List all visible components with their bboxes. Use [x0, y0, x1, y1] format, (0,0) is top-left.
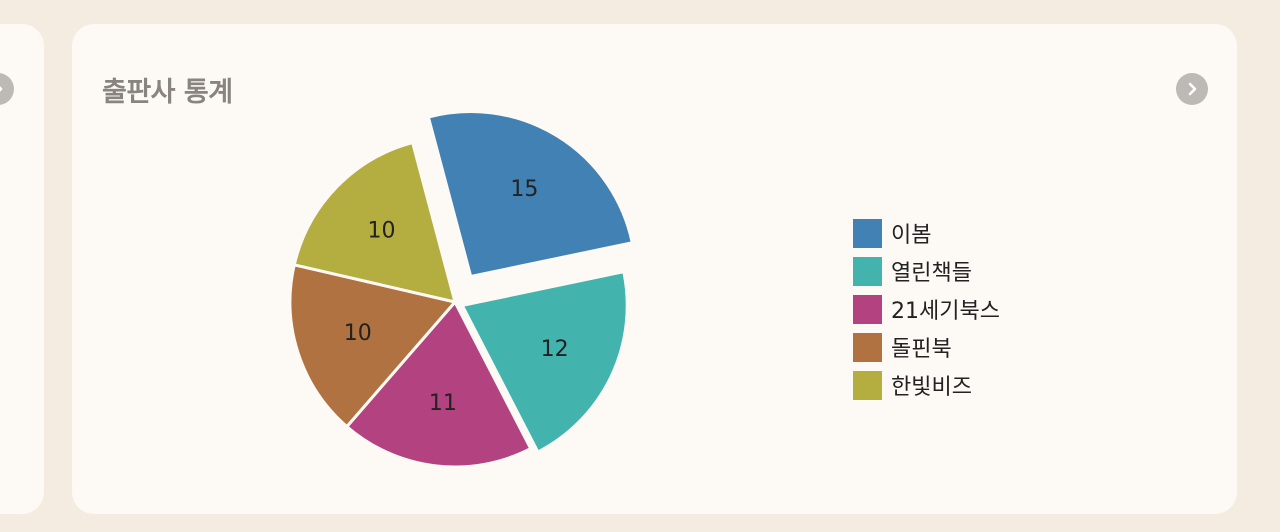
pie-slice	[426, 109, 635, 279]
legend-item: 돌핀북	[853, 328, 1000, 366]
legend-swatch	[853, 332, 882, 362]
pie-slice-value-label: 10	[344, 321, 372, 346]
pie-slice-value-label: 10	[367, 218, 395, 243]
pie-slice	[459, 269, 629, 455]
pie-slice	[288, 262, 458, 429]
legend-swatch	[853, 294, 882, 324]
legend-label: 한빛비즈	[891, 375, 972, 400]
pie-slice-value-label: 11	[429, 391, 457, 416]
legend-item: 한빛비즈	[853, 366, 1000, 404]
previous-card-chevron-icon[interactable]	[0, 73, 14, 105]
pie-slice-value-label: 12	[541, 337, 569, 362]
legend-swatch	[853, 370, 882, 400]
legend-label: 돌핀북	[891, 337, 952, 362]
legend-label: 이봄	[891, 223, 932, 248]
legend-item: 21세기북스	[853, 290, 1000, 328]
pie-slice	[292, 140, 458, 305]
pie-slice-value-label: 15	[510, 177, 538, 202]
card-title: 출판사 통계	[102, 77, 233, 108]
legend-item: 열린책들	[853, 252, 1000, 290]
legend-item: 이봄	[853, 214, 1000, 252]
legend-swatch	[853, 218, 882, 248]
next-chevron-icon[interactable]	[1176, 73, 1208, 105]
pie-slice	[344, 299, 533, 469]
legend-label: 열린책들	[891, 261, 972, 286]
publisher-stats-card	[72, 24, 1237, 514]
legend-swatch	[853, 256, 882, 286]
previous-card	[0, 24, 44, 514]
legend-label: 21세기북스	[891, 299, 1000, 324]
